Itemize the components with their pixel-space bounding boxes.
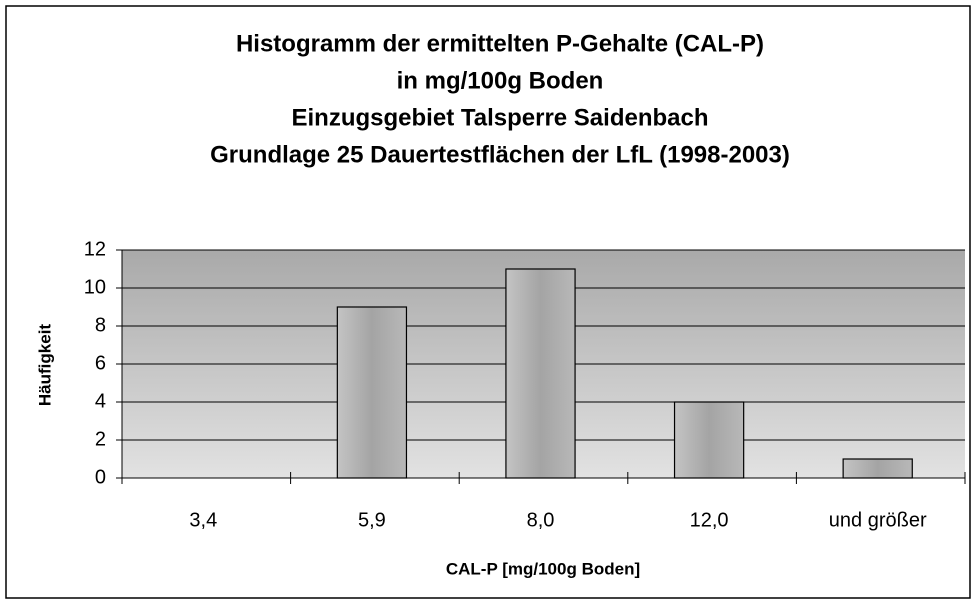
y-tick-label: 4	[95, 390, 106, 412]
x-tick-label: 8,0	[527, 509, 555, 531]
x-tick-label: 5,9	[358, 509, 386, 531]
chart-title: in mg/100g Boden	[397, 67, 604, 94]
y-tick-label: 6	[95, 352, 106, 374]
bar	[505, 268, 576, 479]
bar	[336, 306, 408, 479]
chart-title: Grundlage 25 Dauertestflächen der LfL (1…	[210, 141, 790, 168]
x-tick-label: und größer	[829, 509, 927, 531]
y-axis-label: Häufigkeit	[35, 324, 54, 407]
chart-title: Einzugsgebiet Talsperre Saidenbach	[292, 104, 709, 131]
x-tick-label: 12,0	[690, 509, 729, 531]
y-tick-label: 8	[95, 314, 106, 336]
x-axis-label: CAL-P [mg/100g Boden]	[446, 559, 640, 578]
y-tick-label: 12	[84, 238, 106, 260]
y-tick-label: 2	[95, 428, 106, 450]
bar	[673, 401, 745, 479]
y-tick-label: 0	[95, 466, 106, 488]
x-tick-label: 3,4	[189, 509, 217, 531]
y-tick-label: 10	[84, 276, 106, 298]
chart-title: Histogramm der ermittelten P-Gehalte (CA…	[236, 30, 764, 57]
bar	[842, 458, 913, 479]
